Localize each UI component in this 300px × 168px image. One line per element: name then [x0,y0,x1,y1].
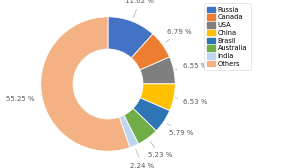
Wedge shape [131,34,170,70]
Text: 55.25 %: 55.25 % [6,95,40,102]
Wedge shape [140,84,175,111]
Wedge shape [119,115,139,148]
Wedge shape [124,108,156,144]
Text: 6.55 %: 6.55 % [175,63,207,70]
Text: 2.24 %: 2.24 % [130,150,155,168]
Wedge shape [108,17,153,58]
Wedge shape [41,17,130,151]
Text: 6.53 %: 6.53 % [175,98,207,105]
Wedge shape [133,98,170,131]
Text: 5.79 %: 5.79 % [167,124,194,136]
Text: 6.79 %: 6.79 % [166,29,192,42]
Wedge shape [140,57,175,84]
Text: 5.23 %: 5.23 % [148,141,173,158]
Legend: Russia, Canada, USA, China, Brasil, Australia, India, Others: Russia, Canada, USA, China, Brasil, Aust… [204,3,250,70]
Text: 11.62 %: 11.62 % [125,0,154,17]
